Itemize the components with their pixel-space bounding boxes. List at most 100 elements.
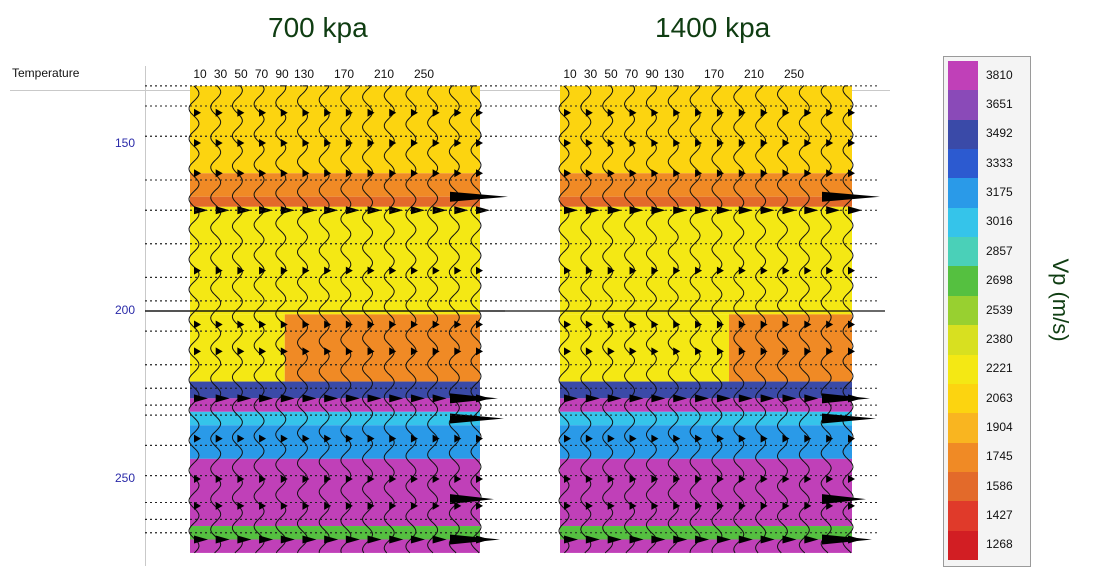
color-scale-value: 1904: [986, 419, 1013, 434]
trace-peak: [804, 169, 812, 178]
trace-peak: [237, 347, 245, 356]
seismic-trace: [361, 85, 374, 554]
trace-peak: [324, 266, 332, 275]
trace-peak: [695, 169, 703, 178]
trace-peak: [237, 169, 245, 178]
x-tick-label: 90: [275, 67, 289, 81]
trace-peak: [564, 501, 571, 510]
trace-peak: [432, 347, 440, 356]
trace-peak: [432, 394, 447, 403]
velocity-layer: [190, 196, 480, 207]
seismic-trace: [733, 85, 745, 554]
seismic-trace: [755, 85, 767, 554]
trace-peak: [302, 475, 310, 483]
seismic-trace: [318, 85, 330, 553]
color-scale-legend: 3810 3651 3492 3333 3175 3016 2857 2698 2539 2380…: [943, 56, 1031, 567]
trace-peak: [760, 475, 768, 483]
color-scale-swatch: [948, 383, 978, 414]
trace-peak: [454, 169, 462, 178]
trace-peak: [607, 206, 622, 215]
trace-peak: [673, 347, 681, 356]
trace-peak: [259, 139, 267, 147]
trace-peak: [673, 535, 688, 544]
trace-peak: [302, 206, 317, 215]
seismic-trace: [231, 85, 243, 554]
trace-peak: [848, 475, 855, 483]
trace-peak: [564, 434, 571, 443]
trace-peak: [237, 535, 252, 544]
trace-peak: [738, 320, 746, 329]
trace-peak: [629, 347, 637, 356]
color-scale-value: 3175: [986, 185, 1013, 200]
trace-peak: [476, 475, 483, 483]
trace-peak: [738, 434, 746, 443]
trace-peak: [629, 501, 637, 510]
seismic-trace: [645, 85, 657, 554]
seismic-trace: [448, 85, 460, 554]
panel-title-700: 700 kpa: [268, 12, 368, 43]
trace-peak: [738, 206, 753, 215]
trace-peak: [651, 139, 659, 147]
trace-peak: [607, 434, 615, 443]
trace-peak: [629, 169, 637, 178]
color-scale-value: 1586: [986, 478, 1013, 493]
trace-peak: [804, 434, 812, 443]
trace-peak: [215, 139, 223, 147]
trace-peak: [367, 206, 382, 215]
trace-peak: [237, 266, 245, 275]
x-tick-label: 170: [334, 67, 354, 81]
trace-peak: [673, 266, 681, 275]
trace-peak: [237, 475, 245, 483]
trace-peak: [564, 108, 571, 117]
trace-peak: [607, 139, 615, 147]
trace-peak: [259, 320, 267, 329]
seismic-trace: [623, 85, 636, 554]
seismic-trace: [798, 85, 810, 554]
trace-peak: [237, 501, 245, 510]
trace-peak: [804, 475, 812, 483]
trace-peak: [367, 320, 375, 329]
trace-peak: [585, 320, 593, 329]
trace-peak: [259, 394, 274, 403]
trace-peak: [607, 501, 615, 510]
color-scale-value: 1268: [986, 537, 1013, 552]
trace-peak: [410, 108, 418, 117]
trace-peak: [826, 169, 834, 178]
trace-peak: [585, 169, 593, 178]
trace-peak: [826, 320, 834, 329]
trace-peak: [454, 347, 462, 356]
reflector-tail: [450, 413, 504, 424]
trace-peak: [259, 501, 267, 510]
trace-peak: [564, 169, 571, 178]
trace-peak: [607, 169, 615, 178]
trace-peak: [826, 108, 834, 117]
trace-peak: [389, 434, 397, 443]
trace-peak: [367, 347, 375, 356]
trace-peak: [629, 434, 637, 443]
trace-peak: [215, 434, 223, 443]
color-scale-swatch: [948, 207, 978, 238]
trace-peak: [564, 394, 578, 403]
trace-peak: [476, 108, 483, 117]
x-tick-label: 250: [414, 67, 434, 81]
trace-peak: [629, 320, 637, 329]
trace-peak: [215, 501, 223, 510]
color-scale-value: 3333: [986, 155, 1013, 170]
seismic-trace: [776, 85, 789, 554]
trace-peak: [804, 108, 812, 117]
trace-peak: [564, 320, 571, 329]
trace-peak: [716, 169, 724, 178]
trace-peak: [324, 501, 332, 510]
seismic-trace: [405, 85, 417, 554]
trace-peak: [651, 169, 659, 178]
trace-peak: [848, 501, 855, 510]
trace-peak: [367, 535, 382, 544]
trace-peak: [280, 475, 288, 483]
trace-peak: [215, 347, 223, 356]
x-tick-label: 250: [784, 67, 804, 81]
seismic-trace: [842, 85, 854, 554]
trace-peak: [782, 394, 797, 403]
trace-peak: [673, 169, 681, 178]
trace-peak: [280, 139, 288, 147]
trace-peak: [760, 535, 775, 544]
